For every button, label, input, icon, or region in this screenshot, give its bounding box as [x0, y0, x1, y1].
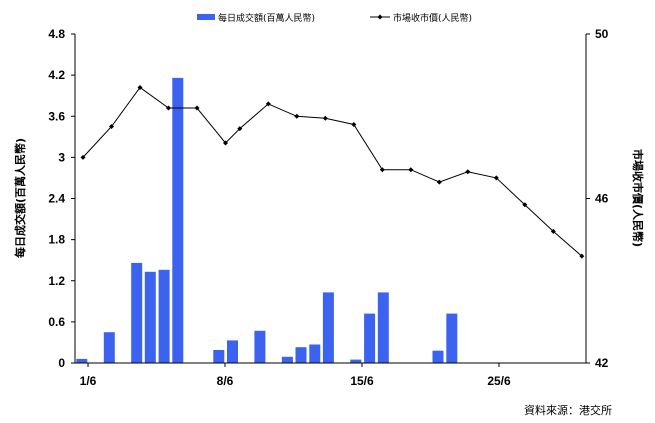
legend-item-bars: 每日成交額(百萬人民幣)	[197, 12, 315, 24]
price-point	[322, 115, 328, 121]
x-tick-label: 8/6	[217, 374, 234, 388]
price-point	[294, 113, 300, 119]
left-axis-title: 每日成交額(百萬人民幣)	[13, 138, 27, 258]
right-axis-title: 市場收市價(人民幣)	[631, 149, 645, 247]
bar	[295, 347, 307, 363]
right-tick-label: 46	[595, 192, 609, 206]
bar	[281, 356, 293, 363]
right-tick-label: 42	[595, 356, 609, 370]
price-point	[237, 126, 243, 132]
legend: 每日成交額(百萬人民幣) 市場收市價(人民幣)	[197, 12, 472, 24]
legend-item-line: 市場收市價(人民幣)	[370, 12, 472, 24]
bar	[432, 350, 444, 363]
price-point	[80, 154, 86, 160]
bar	[377, 292, 389, 363]
price-point	[436, 179, 442, 185]
price-point	[465, 169, 471, 175]
bar	[254, 330, 266, 363]
legend-line-marker	[377, 14, 383, 20]
bar	[131, 262, 143, 363]
bar	[158, 269, 170, 363]
x-tick-label: 25/6	[487, 374, 511, 388]
price-point	[109, 124, 114, 129]
price-point	[223, 140, 228, 146]
bar	[350, 359, 362, 363]
price-point	[579, 253, 585, 259]
price-line	[82, 86, 583, 257]
bar	[227, 340, 238, 363]
bar	[144, 271, 156, 363]
bar	[76, 358, 88, 363]
right-tick-label: 50	[595, 27, 609, 41]
left-tick-label: 0	[58, 356, 65, 370]
price-point	[137, 85, 143, 90]
x-tick-label: 15/6	[350, 374, 374, 388]
legend-bar-label: 每日成交額(百萬人民幣)	[218, 12, 315, 24]
left-tick-label: 4.8	[48, 27, 65, 41]
bar	[364, 313, 376, 363]
left-tick-label: 2.4	[48, 192, 65, 206]
price-point	[265, 101, 271, 107]
price-point	[194, 105, 200, 111]
price-point	[550, 228, 556, 234]
left-tick-label: 1.2	[48, 274, 65, 288]
bar	[322, 292, 334, 363]
bar	[103, 332, 115, 363]
left-tick-label: 0.6	[48, 315, 65, 329]
bar	[172, 77, 184, 364]
x-tick-label: 1/6	[80, 374, 97, 388]
price-point	[493, 175, 499, 181]
price-point	[351, 122, 357, 127]
left-tick-label: 3.6	[48, 109, 65, 123]
plot-area: 0 0.6 1.2 1.8 2.4 3 3.6 4.2 4.8 42 46 50 1/6 8/6 15/6 2…	[48, 27, 608, 388]
price-point	[166, 105, 171, 111]
bar	[309, 344, 321, 363]
left-tick-label: 4.2	[48, 68, 65, 82]
source-note: 資料來源：港交所	[524, 403, 612, 417]
bar	[446, 313, 458, 363]
price-point	[522, 202, 528, 208]
legend-bar-swatch	[197, 14, 215, 20]
legend-line-label: 市場收市價(人民幣)	[393, 12, 472, 24]
left-tick-label: 3	[58, 150, 65, 164]
price-point	[379, 167, 385, 173]
bar	[213, 350, 225, 363]
left-tick-label: 1.8	[48, 233, 65, 247]
price-point	[408, 167, 414, 173]
